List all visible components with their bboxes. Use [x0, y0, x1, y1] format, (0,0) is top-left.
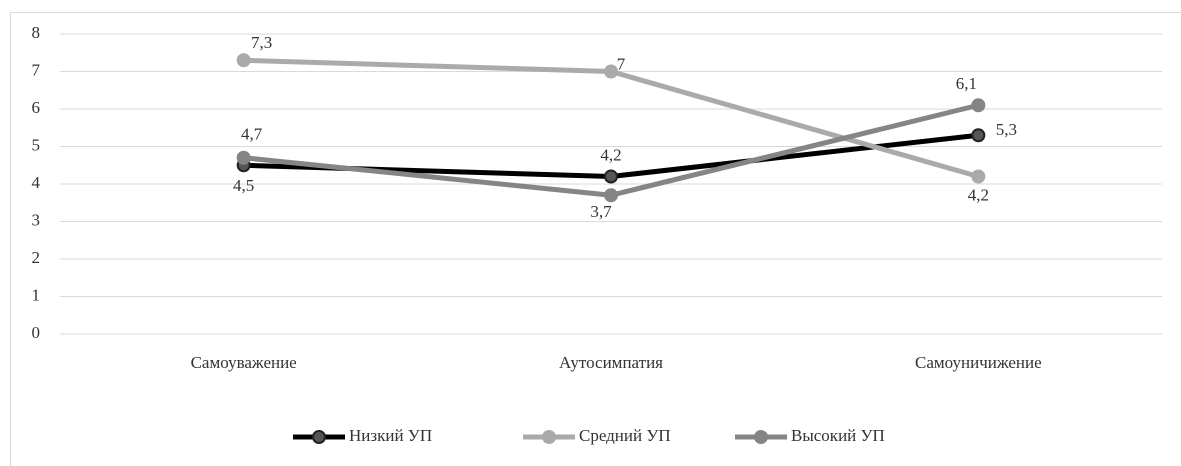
data-point — [971, 128, 986, 143]
y-tick-label: 6 — [32, 98, 41, 117]
data-point — [604, 64, 618, 79]
y-tick-label: 1 — [32, 285, 41, 304]
data-label: 7 — [617, 54, 626, 73]
y-tick-label: 7 — [32, 60, 41, 79]
data-label: 4,5 — [233, 176, 254, 195]
data-point — [604, 169, 618, 184]
data-label: 4,7 — [241, 125, 263, 144]
data-label: 5,3 — [996, 120, 1017, 139]
data-label: 3,7 — [590, 202, 612, 221]
data-point — [604, 188, 618, 203]
legend-label: Средний УП — [579, 426, 671, 445]
legend-label: Низкий УП — [349, 426, 432, 445]
data-point — [971, 98, 986, 113]
y-tick-label: 4 — [32, 173, 41, 192]
legend-marker — [542, 430, 556, 444]
data-point — [236, 150, 251, 165]
data-label: 7,3 — [251, 33, 272, 52]
data-point — [971, 169, 986, 184]
data-label: 6,1 — [956, 74, 977, 93]
x-tick-label: Аутосимпатия — [559, 353, 663, 372]
legend-label: Высокий УП — [791, 426, 885, 445]
y-tick-label: 2 — [32, 248, 41, 267]
chart-frame — [10, 12, 1181, 466]
data-label: 4,2 — [600, 145, 621, 164]
data-label: 4,2 — [968, 185, 989, 204]
y-tick-label: 0 — [32, 323, 41, 342]
x-tick-label: Самоуважение — [191, 353, 297, 372]
x-tick-label: Самоуничижение — [915, 353, 1042, 372]
y-tick-label: 3 — [32, 210, 41, 229]
legend-marker — [312, 430, 326, 444]
data-point — [236, 53, 251, 68]
legend-marker — [754, 430, 768, 444]
y-tick-label: 5 — [32, 135, 41, 154]
y-tick-label: 8 — [32, 23, 41, 42]
